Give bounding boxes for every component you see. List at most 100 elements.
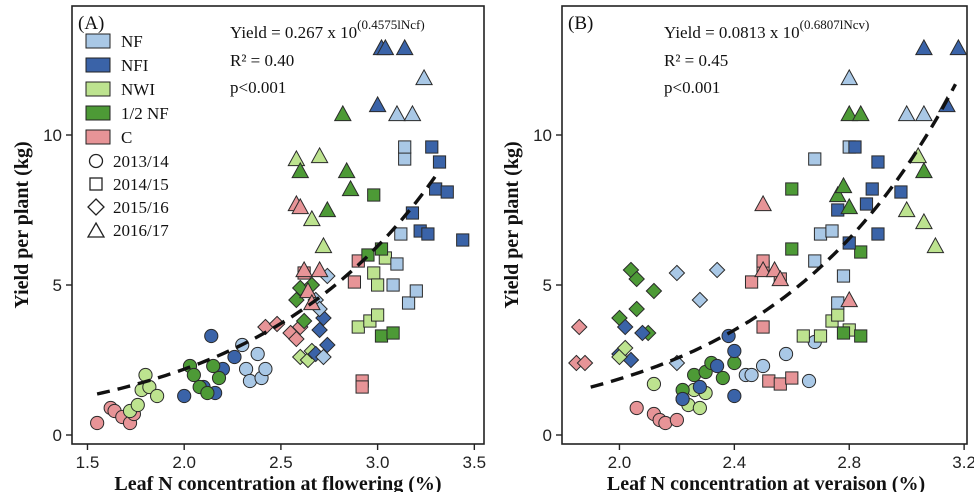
panel-a-x-tick-label: 3.5 [463, 453, 487, 472]
panel-b-point-triangle [914, 212, 933, 230]
panel-b-point-triangle [914, 104, 933, 122]
panel-a-x-tick-label: 2.5 [269, 453, 293, 472]
panel-b-point-square [808, 152, 822, 166]
panel-b-point-square [773, 377, 787, 391]
panel-a-point-triangle [341, 179, 360, 197]
legend-label-2013-14: 2013/14 [113, 152, 169, 171]
panel-b-r-squared: R² = 0.45 [664, 51, 728, 70]
panel-b-point-square [854, 245, 868, 259]
panel-a-point-circle [186, 367, 201, 383]
panel-b-point-square [831, 203, 845, 217]
panel-b-point-circle [755, 358, 771, 374]
legend-diamond-icon [87, 198, 105, 216]
panel-a-point-square [371, 278, 385, 292]
panel-a-label: (A) [78, 13, 104, 34]
panel-a-point-diamond [315, 348, 332, 366]
panel-b-p-value: p<0.001 [664, 78, 720, 97]
panel-b-point-triangle [771, 269, 790, 287]
panel-a-point-triangle [333, 104, 352, 122]
legend: NF NFI NWI 1/2 NF C 2013/14 2014/15 2015… [85, 32, 169, 240]
panel-b-point-square [865, 182, 879, 196]
panel-b-x-tick-label: 3.2 [952, 453, 974, 472]
panel-a-point-triangle [299, 281, 317, 299]
panel-b-point-triangle [840, 68, 859, 86]
panel-b-point-square [813, 329, 828, 343]
panel-a-point-circle [206, 358, 221, 374]
panel-b-point-diamond [616, 339, 634, 357]
panel-b-point-square [762, 374, 776, 388]
panel-b-point-diamond [576, 354, 594, 372]
panel-a-r-squared: R² = 0.40 [230, 51, 294, 70]
panel-a-point-square [347, 275, 362, 289]
panel-a-point-triangle [395, 38, 414, 56]
panel-b-point-circle [801, 373, 817, 389]
legend-triangle-icon [86, 221, 106, 238]
panel-b-point-triangle [840, 290, 859, 308]
panel-a-point-triangle [388, 104, 406, 122]
panel-a-point-circle [204, 328, 219, 344]
panel-b-point-square [785, 182, 799, 196]
panel-b-point-square [756, 320, 770, 334]
panel-b-point-square [894, 185, 908, 199]
panel-a-point-triangle [337, 161, 356, 179]
panel-a-point-circle [250, 346, 265, 362]
legend-label-nf: NF [121, 32, 143, 51]
panel-b-point-square [813, 227, 828, 241]
panel-a-point-square [355, 380, 369, 394]
panel-b-point-diamond [634, 324, 651, 342]
panel-b-point-triangle [754, 194, 773, 212]
panel-b-x-tick-label: 2.8 [837, 453, 861, 472]
panel-a-point-square [367, 266, 381, 280]
panel-b-point-square [785, 242, 799, 256]
panel-b-point-triangle [897, 104, 916, 122]
panel-a-point-triangle [287, 149, 306, 167]
panel-a-point-square [409, 284, 423, 298]
panel-b-point-square [871, 227, 885, 241]
panel-a-point-square [351, 320, 365, 334]
panel-a-points [90, 38, 470, 431]
panel-a-point-triangle [368, 95, 387, 113]
panel-a-point-triangle [295, 260, 314, 278]
panel-a-point-square [398, 152, 412, 166]
panel-b-point-square [744, 275, 759, 289]
panel-a-point-square [456, 233, 470, 247]
panel-a-point-diamond [295, 312, 313, 330]
panel-a-point-triangle [291, 197, 310, 215]
panel-b-point-diamond [628, 270, 645, 288]
panel-a-point-square [421, 227, 435, 241]
panel-b-y-tick-label: 5 [543, 276, 552, 295]
panel-b-point-circle [778, 346, 794, 362]
panel-b-point-diamond [628, 300, 645, 318]
panel-b-point-square [831, 308, 845, 322]
panel-a-point-triangle [318, 200, 337, 218]
panel-b-x-tick-label: 2.0 [608, 453, 632, 472]
panel-b-point-triangle [914, 161, 933, 179]
panel-b-equation: Yield = 0.0813 x 10(0.6807lNcv) [664, 17, 869, 42]
panel-b-x-tick-label: 2.4 [723, 453, 747, 472]
panel-a-point-square [367, 188, 381, 202]
panel-b-point-square [831, 296, 845, 310]
panel-a-y-tick-label: 10 [43, 126, 62, 145]
panel-a-point-square [401, 296, 416, 310]
panel-a-point-circle [177, 388, 192, 404]
panel-b-point-triangle [828, 185, 847, 203]
legend-swatch-nf [85, 33, 111, 49]
panel-b-trend-line [590, 83, 958, 389]
panel-b-point-circle [669, 412, 684, 428]
panel-a-point-square [432, 155, 447, 169]
panel-b-point-triangle [897, 200, 916, 218]
panel-a-y-tick-label: 5 [53, 276, 62, 295]
legend-label-nfi: NFI [121, 56, 149, 75]
panel-a-point-square [374, 329, 389, 343]
panel-b-point-triangle [834, 176, 853, 194]
panel-a-equation: Yield = 0.267 x 10(0.4575lNcf) [230, 17, 425, 42]
panel-a-p-value: p<0.001 [230, 78, 286, 97]
panel-b-y-axis-title: Yield per plant (kg) [501, 141, 523, 308]
panel-b-point-square [848, 140, 862, 154]
panel-b-point-circle [629, 400, 644, 416]
panel-a-point-square [386, 326, 400, 340]
legend-swatch-nfi [85, 57, 111, 73]
panel-b-y-tick-label: 10 [533, 126, 552, 145]
panel-a-point-triangle [314, 236, 333, 254]
